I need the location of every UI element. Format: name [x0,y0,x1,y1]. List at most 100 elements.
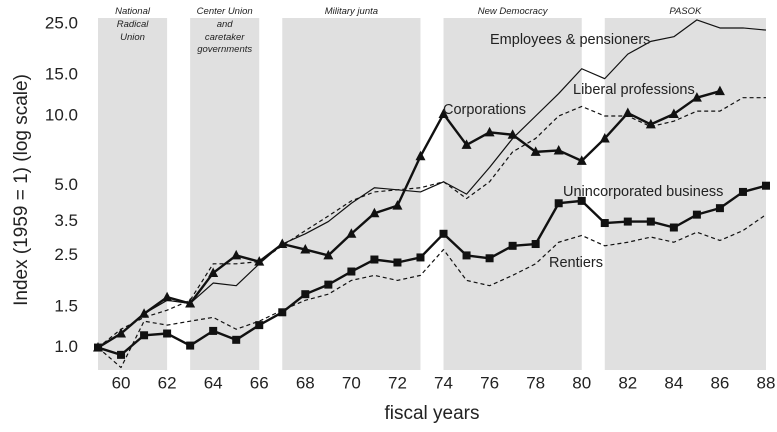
triangle-marker [415,150,426,161]
square-marker [186,341,195,350]
triangle-marker [162,291,173,302]
period-label-box: PASOK [669,6,702,17]
triangle-marker [116,328,127,338]
triangle-marker [185,297,196,308]
y-tick-label: 2.5 [54,245,78,264]
triangle-marker [346,228,357,238]
x-tick-label: 68 [296,373,315,392]
series-label: Rentiers [549,255,603,271]
period-label-box: National Radical Union [115,6,150,43]
series-label: Employees & pensioners [490,32,650,48]
triangle-marker [461,139,472,149]
triangle-marker [576,155,587,165]
square-marker [554,199,563,208]
square-marker [623,217,632,226]
triangle-marker [714,85,725,96]
square-marker [462,251,471,260]
triangle-marker [139,308,150,318]
square-marker [255,321,264,330]
triangle-marker [323,249,334,260]
x-tick-label: 64 [204,373,223,392]
square-marker [347,267,356,276]
x-tick-label: 88 [757,373,776,392]
period-label: PASOK [669,6,702,17]
x-tick-label: 70 [342,373,361,392]
period-band [443,18,582,370]
x-tick-label: 80 [572,373,591,392]
triangle-marker [691,92,702,102]
period-band [190,18,260,370]
period-label-box: New Democracy [477,6,548,17]
triangle-marker [599,132,610,143]
period-label-box: Center Union and caretaker governments [196,6,253,56]
period-band [98,18,168,370]
x-tick-label: 86 [710,373,729,392]
x-axis-label: fiscal years [384,403,479,424]
triangle-marker [668,108,679,119]
x-tick-label: 78 [526,373,545,392]
square-marker [762,181,770,190]
square-marker [508,241,517,250]
y-tick-label: 10.0 [45,105,78,124]
square-marker [209,326,218,335]
square-marker [439,229,448,238]
period-label: Military junta [324,6,379,17]
square-marker [324,280,333,289]
square-marker [370,255,379,264]
square-marker [600,219,609,228]
square-marker [301,290,310,299]
square-marker [669,223,678,232]
x-tick-label: 62 [158,373,177,392]
period-label: Center Union and caretaker governments [196,6,253,56]
triangle-marker [231,249,242,260]
series-label: Liberal professions [573,82,695,98]
square-marker [163,329,172,338]
x-tick-label: 72 [388,373,407,392]
square-marker [278,308,287,317]
square-marker [738,187,747,196]
triangle-marker [622,107,633,118]
triangle-marker [254,256,265,266]
x-tick-label: 76 [480,373,499,392]
square-marker [232,335,241,344]
square-marker [692,210,701,219]
square-marker [140,331,149,340]
y-tick-label: 25.0 [45,13,78,32]
triangle-marker [645,118,656,129]
triangle-marker [300,244,311,254]
triangle-marker [208,267,219,277]
triangle-marker [369,207,380,218]
triangle-marker [484,126,495,137]
square-marker [485,254,494,263]
square-marker [715,204,724,213]
period-label: National Radical Union [115,6,150,43]
period-label: New Democracy [477,6,548,17]
series-line [97,97,766,349]
y-tick-label: 15.0 [45,65,78,84]
x-tick-label: 66 [250,373,269,392]
x-tick-label: 84 [664,373,683,392]
triangle-marker [507,129,518,139]
square-marker [117,350,126,359]
y-tick-label: 1.5 [54,296,78,315]
period-label-box: Military junta [324,6,379,17]
triangle-marker [277,238,288,249]
square-marker [577,196,586,205]
triangle-marker [530,146,541,156]
triangle-marker [438,108,449,119]
square-marker [646,217,655,226]
series-line [97,90,721,349]
y-tick-label: 1.0 [54,337,78,356]
series-line [97,19,767,349]
series-label: Corporations [443,102,526,118]
square-marker [393,258,402,267]
x-tick-label: 60 [112,373,131,392]
y-tick-label: 3.5 [54,211,78,230]
x-tick-label: 74 [434,373,453,392]
square-marker [416,253,425,262]
series-line [97,214,767,369]
triangle-marker [392,200,403,210]
y-axis-label: Index (1959 = 1) (log scale) [11,74,32,306]
series-label: Unincorporated business [563,184,723,200]
